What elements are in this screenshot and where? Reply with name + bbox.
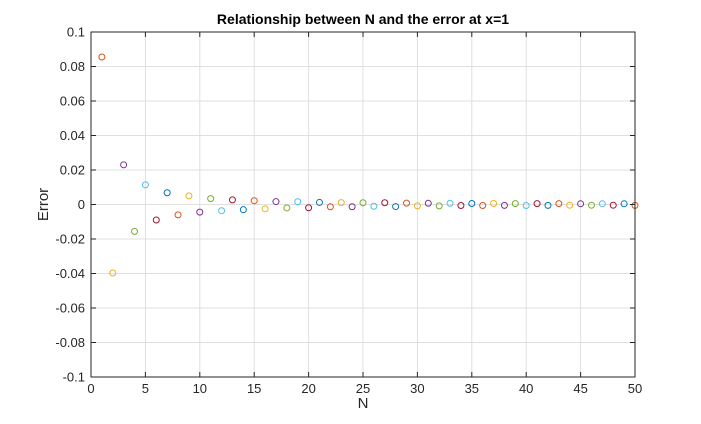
data-point bbox=[294, 198, 302, 206]
data-point bbox=[490, 199, 498, 207]
data-point bbox=[141, 181, 149, 189]
data-point bbox=[250, 197, 258, 205]
data-point bbox=[174, 211, 182, 219]
data-point bbox=[337, 199, 345, 207]
data-point bbox=[207, 195, 215, 203]
data-point bbox=[566, 201, 574, 209]
data-point bbox=[555, 200, 563, 208]
x-tick-label: 25 bbox=[356, 381, 370, 396]
data-point bbox=[544, 201, 552, 209]
y-tick-label: -0.04 bbox=[55, 266, 85, 281]
data-point bbox=[315, 198, 323, 206]
data-point bbox=[577, 200, 585, 208]
data-point bbox=[326, 203, 334, 211]
data-point bbox=[261, 205, 269, 213]
data-point bbox=[479, 202, 487, 210]
x-tick-label: 45 bbox=[573, 381, 587, 396]
data-point bbox=[424, 199, 432, 207]
data-point bbox=[370, 202, 378, 210]
data-point bbox=[468, 199, 476, 207]
data-point bbox=[283, 204, 291, 212]
data-point bbox=[500, 201, 508, 209]
data-point bbox=[446, 199, 454, 207]
data-point bbox=[120, 161, 128, 169]
y-tick-label: -0.08 bbox=[55, 335, 85, 350]
data-point bbox=[457, 202, 465, 210]
x-tick-label: 0 bbox=[87, 381, 94, 396]
axis-ticks: 0 5 10 15 20 25 30 35 40 45 50 -0.1 -0.08 -0.06 -0.04 -… bbox=[55, 25, 642, 397]
y-tick-label: 0.1 bbox=[67, 25, 85, 40]
x-tick-label: 5 bbox=[142, 381, 149, 396]
data-point bbox=[587, 201, 595, 209]
y-tick-label: 0.06 bbox=[60, 94, 85, 109]
y-tick-label: 0 bbox=[78, 197, 85, 212]
x-tick-label: 40 bbox=[519, 381, 533, 396]
data-point bbox=[131, 227, 139, 235]
data-point bbox=[435, 202, 443, 210]
data-point bbox=[109, 269, 117, 277]
x-tick-label: 50 bbox=[628, 381, 642, 396]
y-tick-label: -0.1 bbox=[63, 370, 85, 385]
x-axis-title: N bbox=[358, 395, 369, 412]
data-point bbox=[228, 196, 236, 204]
x-tick-label: 15 bbox=[247, 381, 261, 396]
chart-title: Relationship between N and the error at … bbox=[217, 11, 509, 27]
x-tick-label: 30 bbox=[410, 381, 424, 396]
data-point bbox=[403, 199, 411, 207]
y-axis-title: Error bbox=[35, 188, 52, 221]
y-tick-label: 0.04 bbox=[60, 128, 85, 143]
y-tick-label: 0.08 bbox=[60, 59, 85, 74]
data-point bbox=[272, 198, 280, 206]
data-point bbox=[620, 200, 628, 208]
data-point bbox=[218, 207, 226, 215]
x-tick-label: 35 bbox=[465, 381, 479, 396]
x-tick-label: 10 bbox=[193, 381, 207, 396]
y-tick-label: -0.02 bbox=[55, 232, 85, 247]
data-point bbox=[185, 192, 193, 200]
data-point bbox=[239, 206, 247, 214]
y-tick-label: -0.06 bbox=[55, 301, 85, 316]
data-point bbox=[522, 202, 530, 210]
y-tick-label: 0.02 bbox=[60, 163, 85, 178]
data-point bbox=[163, 189, 171, 197]
data-point bbox=[598, 200, 606, 208]
x-tick-label: 20 bbox=[301, 381, 315, 396]
data-points bbox=[98, 53, 639, 277]
data-point bbox=[609, 201, 617, 209]
data-point bbox=[98, 53, 106, 61]
data-point bbox=[511, 200, 519, 208]
data-point bbox=[152, 216, 160, 224]
data-point bbox=[413, 202, 421, 210]
data-point bbox=[196, 208, 204, 216]
data-point bbox=[381, 199, 389, 207]
data-point bbox=[533, 200, 541, 208]
data-point bbox=[305, 204, 313, 212]
data-point bbox=[392, 203, 400, 211]
data-point bbox=[359, 199, 367, 207]
data-point bbox=[348, 203, 356, 211]
